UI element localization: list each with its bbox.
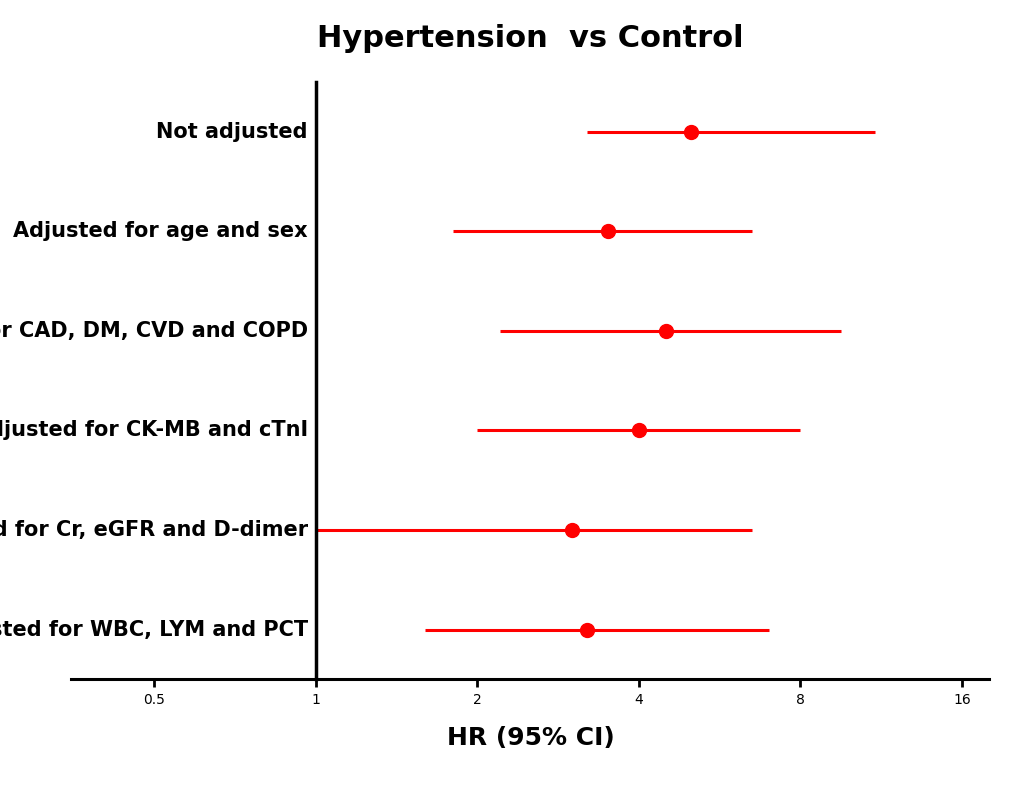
Text: Adjusted for Cr, eGFR and D-dimer: Adjusted for Cr, eGFR and D-dimer (0, 520, 308, 540)
Text: Adjusted for age and sex: Adjusted for age and sex (13, 221, 308, 241)
Title: Hypertension  vs Control: Hypertension vs Control (317, 24, 743, 53)
Text: Adjusted for CK-MB and cTnI: Adjusted for CK-MB and cTnI (0, 421, 308, 440)
Text: Adjusted for WBC, LYM and PCT: Adjusted for WBC, LYM and PCT (0, 619, 308, 639)
X-axis label: HR (95% CI): HR (95% CI) (446, 726, 613, 750)
Text: Not adjusted: Not adjusted (156, 121, 308, 141)
Text: Adjusted for CAD, DM, CVD and COPD: Adjusted for CAD, DM, CVD and COPD (0, 321, 308, 341)
